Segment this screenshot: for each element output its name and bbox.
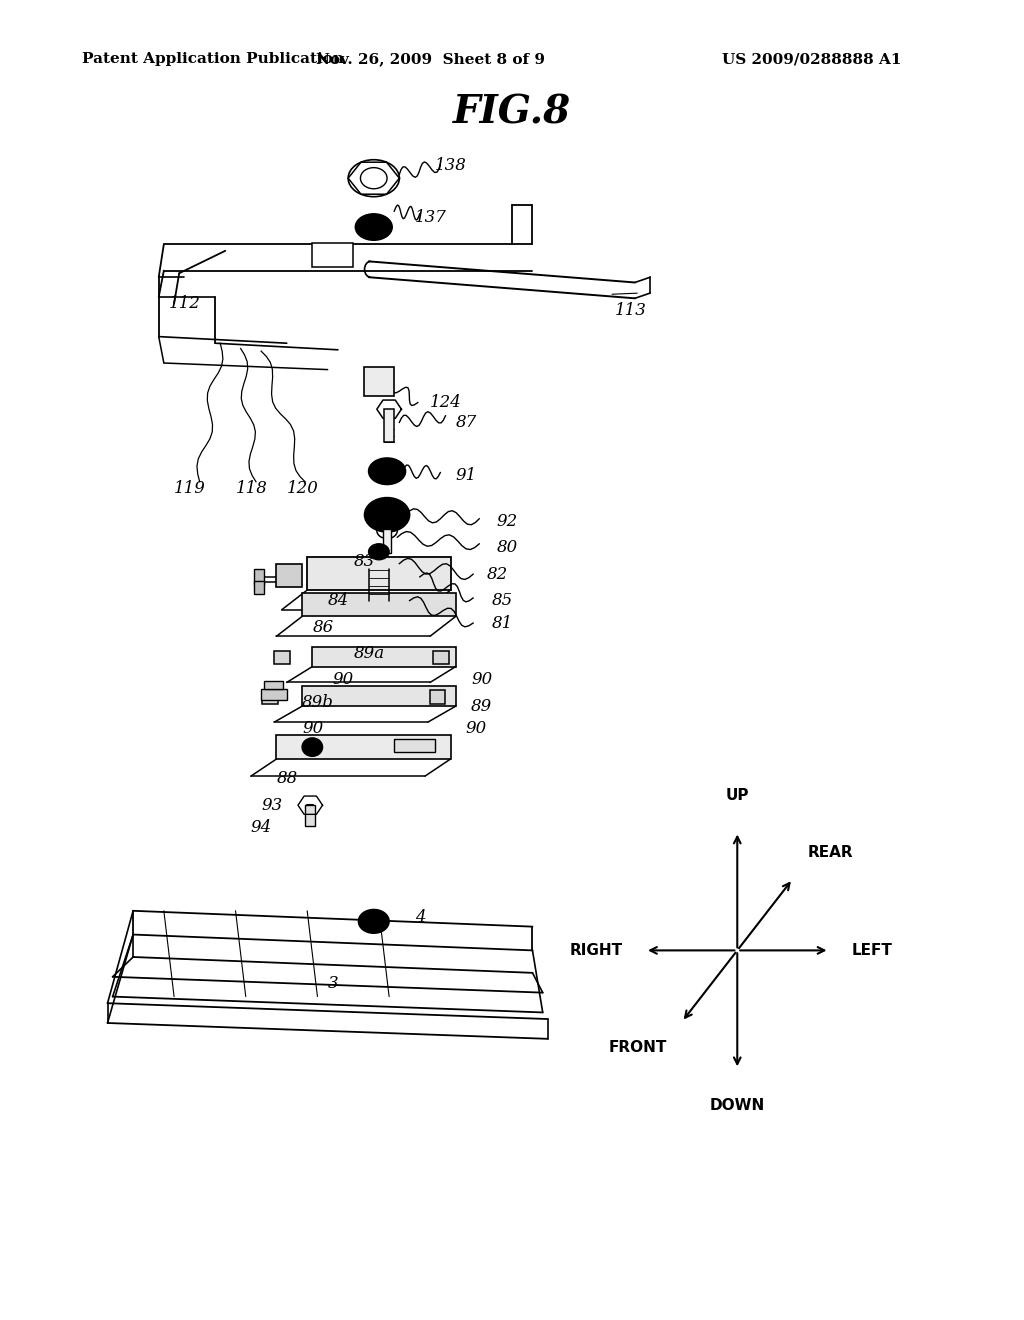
Text: 80: 80	[497, 540, 518, 556]
Text: 90: 90	[333, 672, 354, 688]
Text: 94: 94	[251, 820, 272, 836]
Text: 81: 81	[492, 615, 513, 631]
Text: 138: 138	[435, 157, 467, 173]
Ellipse shape	[358, 909, 389, 933]
Text: 90: 90	[302, 721, 324, 737]
Text: 113: 113	[614, 302, 646, 318]
Text: 118: 118	[236, 480, 267, 496]
Bar	[302, 593, 456, 616]
Text: 84: 84	[328, 593, 349, 609]
Text: Nov. 26, 2009  Sheet 8 of 9: Nov. 26, 2009 Sheet 8 of 9	[315, 53, 545, 66]
Bar	[261, 689, 287, 700]
Text: 91: 91	[456, 467, 477, 483]
Bar	[383, 529, 391, 553]
Text: DOWN: DOWN	[710, 1098, 765, 1113]
Bar	[276, 564, 302, 587]
Text: FRONT: FRONT	[609, 1040, 668, 1056]
Bar	[276, 735, 451, 759]
Text: 137: 137	[415, 210, 446, 226]
Text: RIGHT: RIGHT	[569, 942, 623, 958]
Text: 89b: 89b	[302, 694, 334, 710]
Text: 4: 4	[415, 909, 425, 925]
Text: 90: 90	[471, 672, 493, 688]
Text: 90: 90	[466, 721, 487, 737]
Bar	[262, 690, 278, 704]
Text: FIG.8: FIG.8	[453, 94, 571, 131]
Ellipse shape	[355, 214, 392, 240]
Bar	[394, 739, 435, 752]
Text: 89: 89	[471, 698, 493, 714]
Ellipse shape	[369, 544, 389, 560]
Text: 82: 82	[486, 566, 508, 582]
Bar	[254, 581, 264, 594]
Bar	[307, 557, 451, 590]
Bar	[364, 367, 394, 396]
Ellipse shape	[302, 738, 323, 756]
Bar	[305, 805, 315, 826]
Text: 86: 86	[312, 619, 334, 635]
Bar	[430, 690, 445, 704]
Text: 83: 83	[353, 553, 375, 569]
Text: UP: UP	[726, 788, 749, 803]
Bar	[264, 681, 283, 689]
Ellipse shape	[365, 498, 410, 532]
Bar	[312, 243, 353, 267]
Ellipse shape	[369, 458, 406, 484]
Text: REAR: REAR	[807, 845, 853, 861]
Bar	[254, 569, 264, 585]
Text: 87: 87	[456, 414, 477, 430]
Text: 88: 88	[276, 771, 298, 787]
Text: 119: 119	[174, 480, 206, 496]
Text: 112: 112	[169, 296, 201, 312]
Bar	[312, 647, 456, 667]
Bar	[433, 651, 449, 664]
Text: 120: 120	[287, 480, 318, 496]
Text: 92: 92	[497, 513, 518, 529]
Text: 93: 93	[261, 797, 283, 813]
Bar	[302, 686, 456, 706]
Text: 3: 3	[328, 975, 338, 991]
Bar	[384, 409, 394, 442]
Text: 89a: 89a	[353, 645, 384, 661]
Bar	[274, 651, 290, 664]
Text: LEFT: LEFT	[852, 942, 893, 958]
Text: Patent Application Publication: Patent Application Publication	[82, 53, 344, 66]
Text: 85: 85	[492, 593, 513, 609]
Text: US 2009/0288888 A1: US 2009/0288888 A1	[722, 53, 901, 66]
Text: 124: 124	[430, 395, 462, 411]
